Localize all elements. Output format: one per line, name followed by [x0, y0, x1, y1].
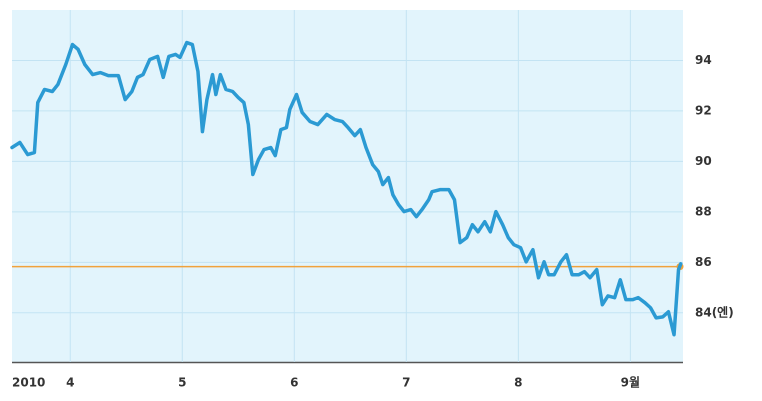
- y-tick-label: 84(엔): [695, 304, 734, 319]
- x-tick-label: 9월: [621, 375, 640, 390]
- y-tick-label: 86: [695, 255, 712, 269]
- y-tick-label: 92: [695, 103, 712, 117]
- y-tick-label: 88: [695, 204, 712, 218]
- y-tick-label: 94: [695, 53, 712, 67]
- y-tick-label: 90: [695, 154, 712, 168]
- line-series: [10, 40, 683, 337]
- plot-background: [12, 10, 683, 362]
- x-tick-label: 8: [514, 376, 522, 390]
- x-tick-label: 7: [402, 376, 410, 390]
- x-tick-label: 4: [66, 376, 74, 390]
- x-tick-label: 5: [178, 376, 186, 390]
- year-label: 2010: [12, 376, 45, 390]
- x-tick-label: 6: [290, 376, 298, 390]
